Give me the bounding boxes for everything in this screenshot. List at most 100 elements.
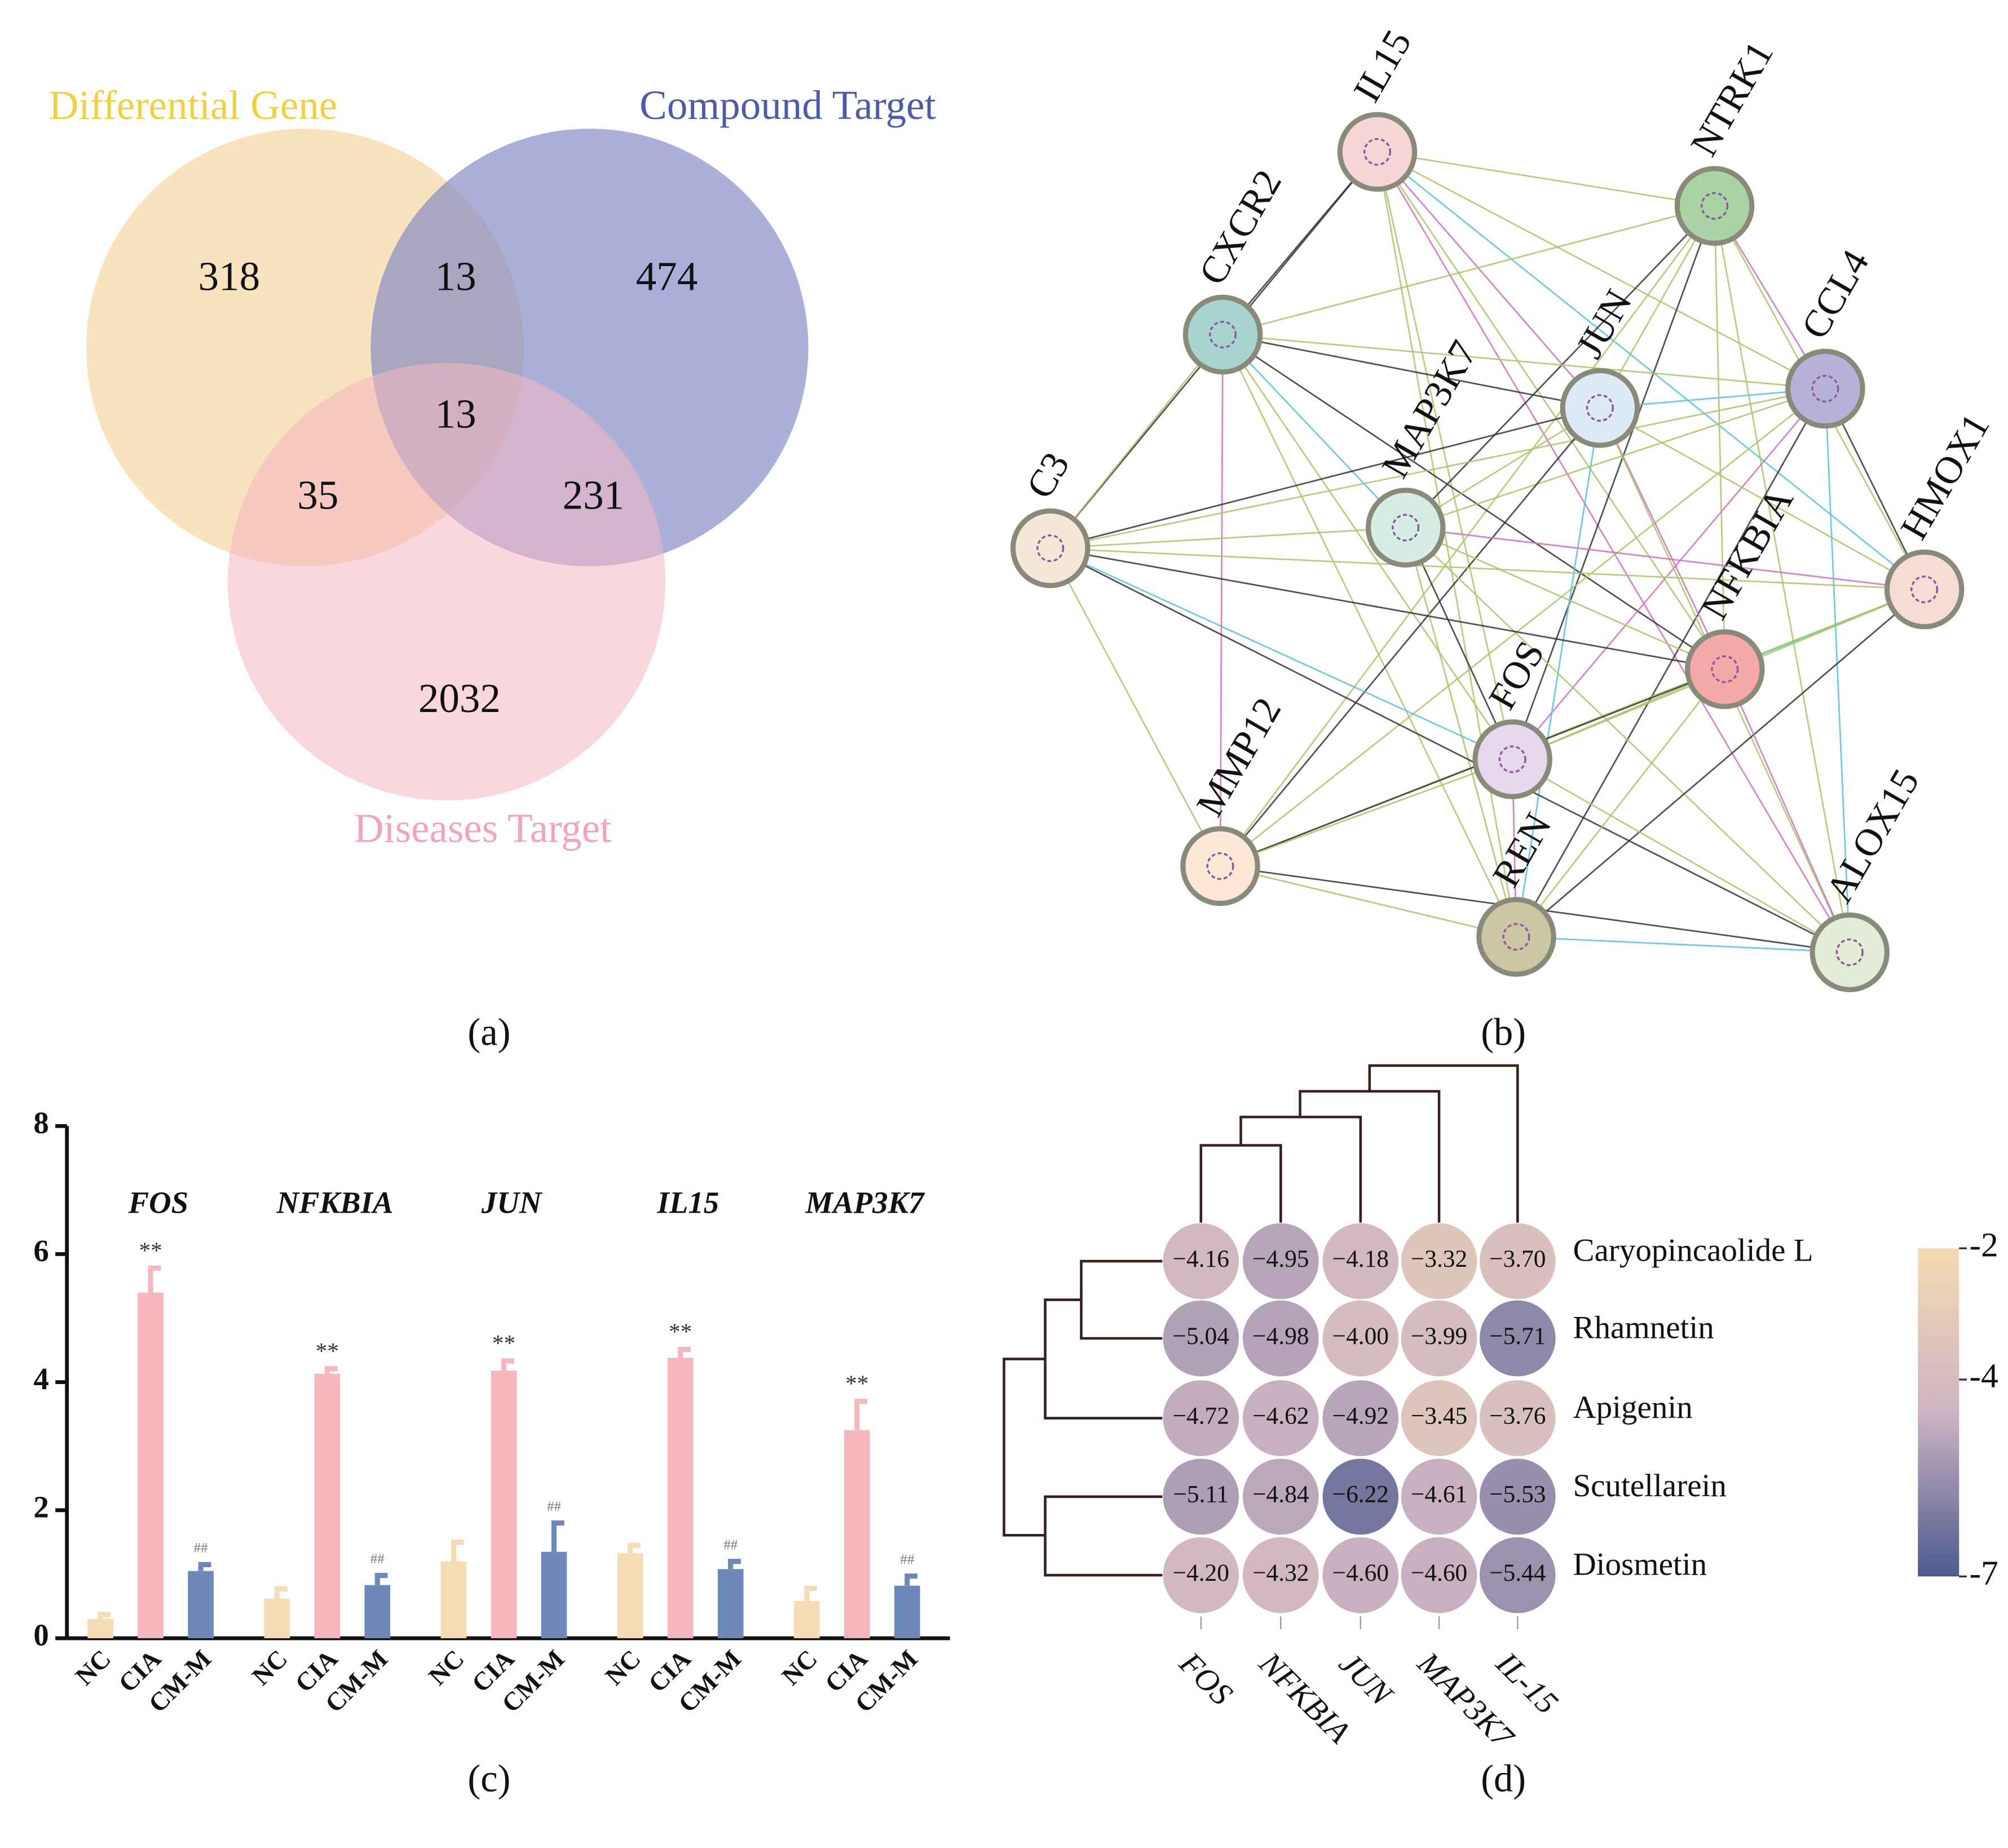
- cell-label: −4.95: [1252, 1245, 1309, 1272]
- edge: [1512, 758, 1850, 953]
- heat-cell: [1401, 1537, 1477, 1613]
- cell-label: −4.32: [1252, 1559, 1309, 1586]
- heat-cell: [1322, 1380, 1399, 1456]
- column-label: FOS: [1172, 1645, 1239, 1712]
- node: [1685, 629, 1765, 709]
- error-bar: [728, 1559, 741, 1570]
- cell-label: −5.53: [1489, 1481, 1546, 1508]
- node: [1884, 549, 1965, 630]
- y-tick-label: 2: [33, 1489, 48, 1524]
- error-bar: [678, 1347, 691, 1358]
- significance: **: [139, 1237, 162, 1263]
- bar: [617, 1553, 643, 1638]
- edge: [1824, 388, 1851, 953]
- cell-label: −3.32: [1411, 1245, 1467, 1272]
- edge: [1050, 547, 1725, 670]
- node-icon: [1811, 374, 1839, 403]
- error-bar: [198, 1562, 211, 1571]
- group-label: MAP3K7: [805, 1185, 926, 1219]
- edge: [1050, 547, 1513, 761]
- significance: **: [316, 1338, 339, 1364]
- heat-cell: [1242, 1458, 1319, 1535]
- bar: [188, 1571, 214, 1638]
- panel-label: (c): [467, 1757, 510, 1800]
- group-label: NFKBIA: [276, 1185, 393, 1219]
- panel-label: (a): [467, 1010, 510, 1053]
- edge: [1050, 547, 1925, 590]
- x-tick-label: NC: [599, 1644, 646, 1691]
- node-icon: [1209, 320, 1237, 349]
- heat-cell: [1163, 1300, 1239, 1377]
- edge: [1599, 407, 1925, 590]
- node: [1365, 488, 1446, 568]
- significance: ##: [194, 1541, 209, 1556]
- error-bar: [98, 1612, 111, 1619]
- edge: [1516, 936, 1850, 953]
- edge: [1516, 589, 1925, 938]
- edge: [1219, 407, 1601, 867]
- node: [1182, 294, 1263, 375]
- node-label: ALOX15: [1817, 762, 1927, 909]
- significance: **: [669, 1319, 692, 1345]
- node-icon: [1835, 938, 1864, 966]
- edge: [1220, 865, 1517, 938]
- region-count: 318: [198, 253, 261, 299]
- edge: [1376, 151, 1925, 590]
- edge: [1515, 669, 1725, 938]
- edge: [1405, 527, 1925, 590]
- bar: [667, 1358, 694, 1638]
- node-label: HMOX1: [1892, 406, 1998, 547]
- heat-cell: [1242, 1223, 1319, 1299]
- x-tick-label: NC: [70, 1644, 117, 1691]
- cell-label: −4.16: [1173, 1245, 1229, 1272]
- bar: [440, 1561, 467, 1638]
- edge: [1515, 388, 1826, 938]
- error-bar: [451, 1539, 464, 1562]
- heat-cell: [1479, 1300, 1556, 1377]
- significance: ##: [370, 1551, 385, 1567]
- x-tick-label: NC: [776, 1644, 823, 1691]
- heat-cell: [1322, 1300, 1399, 1377]
- cell-label: −4.00: [1332, 1323, 1389, 1350]
- set-label: Compound Target: [639, 82, 936, 128]
- bar: [844, 1430, 870, 1638]
- edge: [1376, 151, 1826, 390]
- edge: [1219, 334, 1224, 866]
- cell-label: −5.11: [1173, 1481, 1229, 1508]
- y-tick-label: 6: [33, 1234, 48, 1268]
- heat-cell: [1163, 1458, 1239, 1535]
- heat-cell: [1242, 1300, 1319, 1377]
- region-count: 474: [636, 253, 698, 299]
- heat-cell: [1401, 1223, 1477, 1299]
- edge: [1222, 334, 1517, 938]
- row-label: Apigenin: [1573, 1390, 1692, 1425]
- error-bar: [551, 1520, 564, 1552]
- edge: [1511, 205, 1715, 760]
- row-label: Scutellarein: [1573, 1468, 1726, 1504]
- significance: **: [492, 1330, 515, 1356]
- node: [1810, 912, 1890, 992]
- significance: ##: [547, 1499, 562, 1514]
- error-bar: [324, 1366, 338, 1374]
- node: [1476, 897, 1556, 977]
- panel-label: (d): [1481, 1757, 1526, 1800]
- edge: [1405, 527, 1725, 670]
- error-bar: [501, 1358, 514, 1371]
- y-tick-label: 4: [33, 1361, 48, 1396]
- node-label: NFKBIA: [1692, 480, 1801, 626]
- row-label: Rhamnetin: [1573, 1310, 1714, 1345]
- node-icon: [1502, 923, 1530, 951]
- heat-cell: [1163, 1223, 1239, 1299]
- region-count: 13: [435, 391, 476, 437]
- region-count: 231: [563, 472, 625, 518]
- heat-cell: [1401, 1458, 1477, 1535]
- node-icon: [1206, 852, 1234, 880]
- edge: [1222, 334, 1406, 528]
- node-icon: [1036, 534, 1065, 562]
- node-label: NTRK1: [1682, 34, 1781, 163]
- group-label: JUN: [481, 1185, 543, 1219]
- cell-label: −5.04: [1173, 1323, 1229, 1350]
- node-icon: [1392, 514, 1420, 542]
- set-label: Diseases Target: [354, 806, 612, 851]
- cell-label: −4.84: [1252, 1481, 1309, 1508]
